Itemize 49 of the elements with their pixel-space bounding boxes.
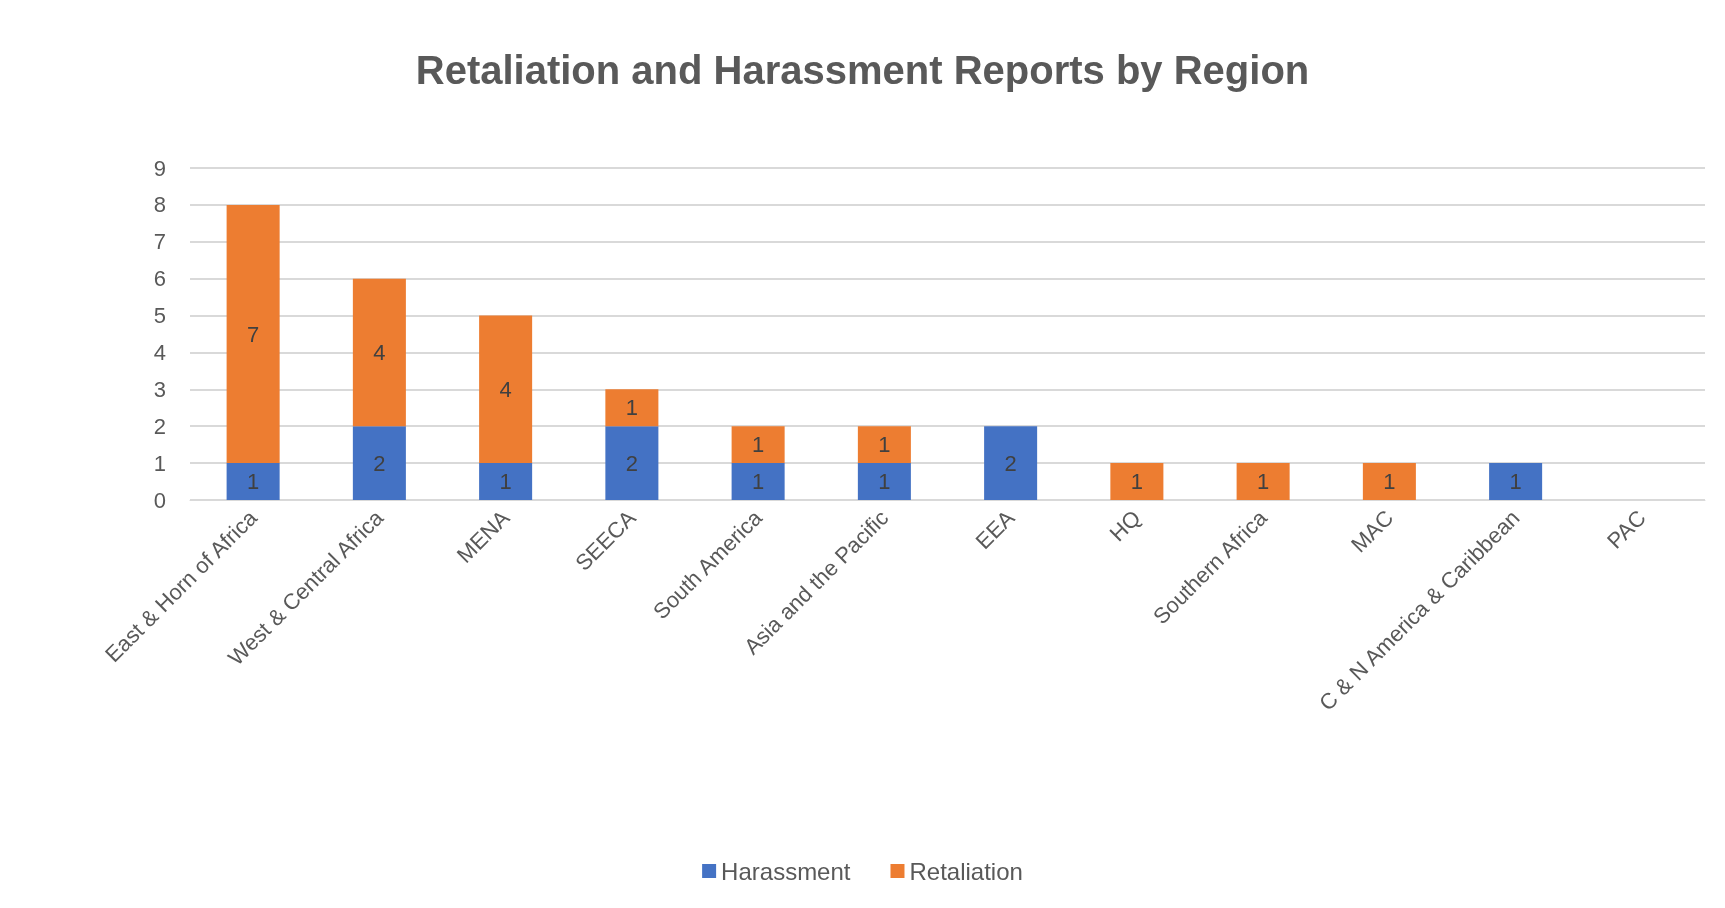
y-tick-label: 5: [153, 303, 166, 329]
bar: [857, 426, 911, 464]
y-tick-label: 6: [153, 266, 166, 292]
bar: [352, 278, 406, 427]
x-tick-label: EEA: [970, 504, 1020, 554]
y-tick-label: 2: [153, 413, 166, 439]
y-tick-label: 0: [153, 487, 166, 513]
y-tick-label: 9: [153, 155, 166, 181]
data-label: 1: [878, 469, 891, 495]
data-label: 1: [878, 432, 891, 458]
bar: [1110, 463, 1164, 500]
data-label: 4: [499, 376, 512, 402]
bar: [1362, 463, 1416, 500]
bar: [226, 204, 280, 464]
data-label: 4: [373, 339, 386, 365]
bar: [605, 389, 659, 427]
data-label: 1: [1130, 469, 1143, 495]
data-label: 7: [247, 321, 260, 347]
bar: [731, 463, 785, 500]
y-tick-label: 3: [153, 376, 166, 402]
data-label: 1: [625, 395, 638, 421]
data-label: 2: [1004, 450, 1017, 476]
data-label: 2: [625, 450, 638, 476]
y-tick-label: 4: [153, 339, 166, 365]
bar: [984, 426, 1038, 500]
bar: [479, 315, 533, 464]
bar: [731, 426, 785, 464]
data-label: 1: [1383, 469, 1396, 495]
x-tick-label: HQ: [1104, 505, 1146, 547]
y-tick-label: 7: [153, 229, 166, 255]
bar: [1236, 463, 1290, 500]
bar: [1489, 463, 1543, 500]
data-label: 1: [1257, 469, 1270, 495]
data-label: 1: [752, 469, 765, 495]
data-label: 1: [499, 469, 512, 495]
bar: [605, 426, 659, 500]
y-tick-label: 1: [153, 450, 166, 476]
data-label: 1: [247, 469, 260, 495]
bar: [352, 426, 406, 500]
bar: [479, 463, 533, 500]
y-tick-label: 8: [153, 192, 166, 218]
chart-title: Retaliation and Harassment Reports by Region: [415, 48, 1310, 92]
data-label: 1: [1509, 469, 1522, 495]
legend-label: Harassment: [721, 857, 851, 885]
bar: [857, 463, 911, 500]
data-label: 2: [373, 450, 386, 476]
data-label: 1: [752, 432, 765, 458]
legend-label: Retaliation: [909, 857, 1023, 885]
bar: [226, 463, 280, 500]
